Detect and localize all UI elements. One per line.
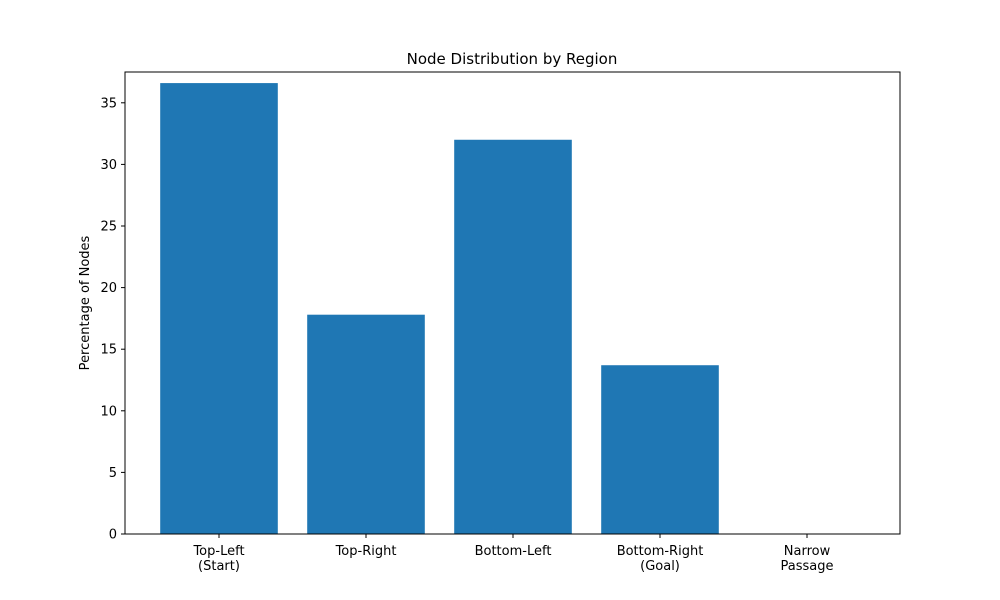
x-tick-label-4: Narrow Passage xyxy=(781,544,834,574)
bar-0 xyxy=(160,83,278,534)
y-tick-label-4: 20 xyxy=(100,281,117,296)
x-tick-label-0: Top-Left (Start) xyxy=(192,544,244,574)
y-tick-label-3: 15 xyxy=(100,343,117,358)
y-tick-label-1: 5 xyxy=(109,466,117,481)
x-tick-label-2: Bottom-Left xyxy=(475,544,552,559)
y-tick-label-6: 30 xyxy=(100,158,117,173)
chart-title: Node Distribution by Region xyxy=(407,50,618,68)
bars-group xyxy=(160,83,719,534)
bar-2 xyxy=(454,139,572,534)
x-tick-label-1: Top-Right xyxy=(335,544,397,559)
y-tick-label-7: 35 xyxy=(100,96,117,111)
x-tick-label-3: Bottom-Right (Goal) xyxy=(617,544,704,574)
y-tick-label-2: 10 xyxy=(100,404,117,419)
y-tick-label-5: 25 xyxy=(100,220,117,235)
plot-area-frame xyxy=(124,71,901,535)
y-tick-label-0: 0 xyxy=(109,528,117,543)
y-axis-ticks: 0 5 10 15 20 25 30 35 xyxy=(100,96,125,543)
y-axis-label: Percentage of Nodes xyxy=(78,235,93,370)
x-axis-ticks: Top-Left (Start) Top-Right Bottom-Left Botto… xyxy=(192,534,833,574)
bar-3 xyxy=(601,365,719,534)
bar-1 xyxy=(307,314,425,534)
